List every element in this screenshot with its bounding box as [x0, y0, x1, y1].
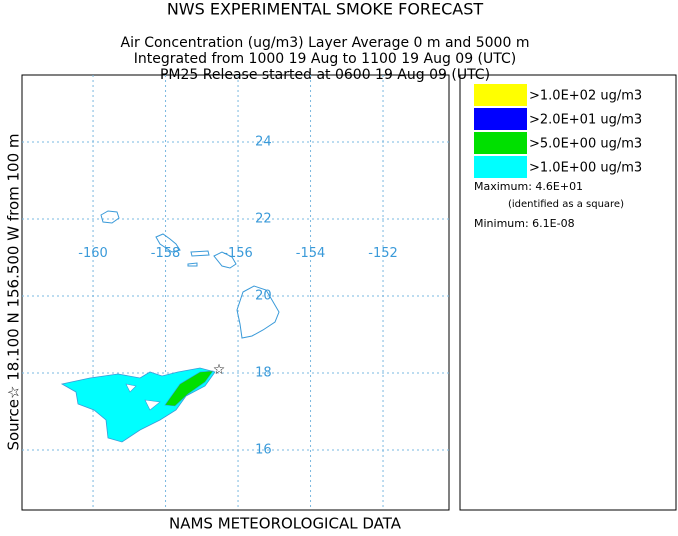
- legend-swatch: [474, 156, 527, 178]
- subtitle: Integrated from 1000 19 Aug to 1100 19 A…: [134, 51, 517, 67]
- coastlines: [100, 210, 280, 339]
- lon-tick-label: -154: [296, 246, 326, 261]
- source-label: Source☆ 18.100 N 156.500 W from 100 m: [5, 133, 23, 450]
- lon-tick-label: -152: [368, 246, 398, 261]
- legend-swatch: [474, 108, 527, 130]
- legend-label: >5.0E+00 ug/m3: [529, 137, 642, 152]
- subtitle: Air Concentration (ug/m3) Layer Average …: [121, 35, 530, 51]
- maximum-note: (identified as a square): [508, 199, 624, 210]
- lat-tick-label: 22: [255, 211, 272, 226]
- lat-tick-label: 16: [255, 442, 272, 457]
- lat-tick-label: 24: [255, 134, 272, 149]
- title: NWS EXPERIMENTAL SMOKE FORECAST: [167, 0, 484, 19]
- map-frame: [21, 74, 450, 511]
- footer: NAMS METEOROLOGICAL DATA: [169, 515, 402, 533]
- minimum: Minimum: 6.1E-08: [474, 217, 575, 230]
- lon-tick-label: -158: [151, 246, 181, 261]
- legend-label: >2.0E+01 ug/m3: [529, 113, 642, 128]
- smoke-plume: [60, 367, 216, 443]
- lon-tick-label: -160: [78, 246, 108, 261]
- legend-swatch: [474, 132, 527, 154]
- source-marker: ☆: [213, 362, 226, 378]
- legend-swatch: [474, 84, 527, 106]
- maximum: Maximum: 4.6E+01: [474, 180, 583, 193]
- legend-label: >1.0E+00 ug/m3: [529, 161, 642, 176]
- legend-label: >1.0E+02 ug/m3: [529, 89, 642, 104]
- lat-tick-label: 18: [255, 365, 272, 380]
- lon-tick-label: -156: [223, 246, 253, 261]
- legend-frame: [459, 74, 677, 511]
